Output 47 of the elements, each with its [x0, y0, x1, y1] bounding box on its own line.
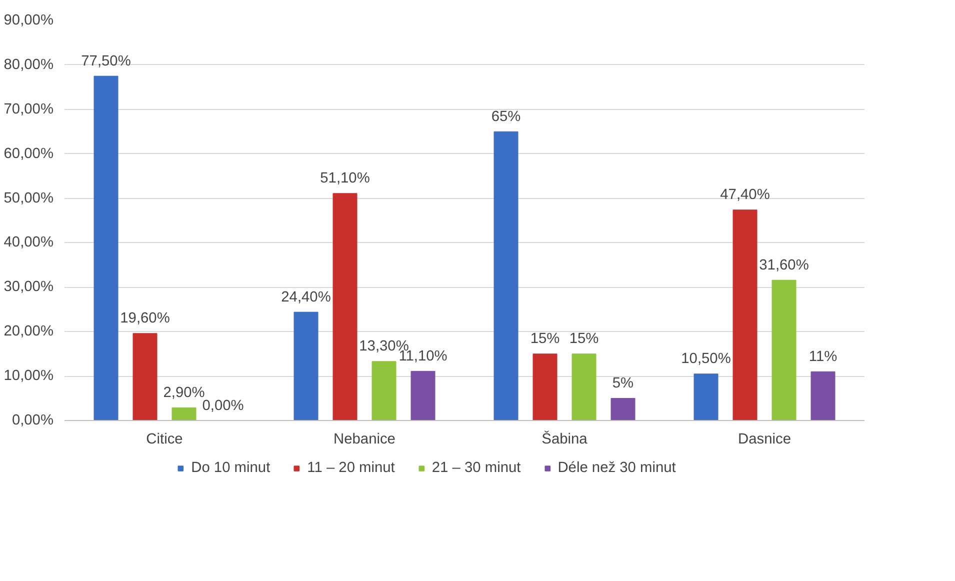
y-tick-label: 0,00% [12, 412, 54, 428]
legend-label: Do 10 minut [191, 460, 270, 476]
bar [294, 312, 318, 420]
y-tick-label: 60,00% [4, 146, 54, 162]
bar [172, 407, 196, 420]
data-label: 15% [569, 331, 599, 348]
data-label: 77,50% [81, 53, 131, 70]
y-tick-label: 30,00% [4, 279, 54, 296]
x-tick-label: Šabina [542, 430, 588, 448]
bar [372, 361, 396, 420]
data-label: 24,40% [281, 289, 331, 306]
bar [132, 333, 158, 420]
data-label: 19,60% [120, 310, 170, 327]
x-tick-label: Citice [146, 432, 183, 448]
bar [410, 370, 436, 420]
data-label: 15% [530, 331, 560, 348]
data-label: 51,10% [320, 170, 370, 187]
y-tick-label: 10,00% [4, 368, 54, 384]
data-label: 65% [491, 108, 521, 125]
bar [572, 354, 596, 420]
bar [610, 398, 636, 420]
data-label: 5% [612, 376, 634, 392]
legend-label: 11 – 20 minut [307, 460, 395, 476]
bar [810, 371, 836, 420]
bar [94, 76, 118, 420]
data-label: 10,50% [681, 351, 731, 368]
legend-label: 21 – 30 minut [432, 460, 521, 476]
y-tick-label: 90,00% [4, 12, 54, 28]
data-label: 0,00% [202, 398, 244, 414]
data-label: 47,40% [720, 187, 770, 204]
bar [772, 280, 796, 420]
data-label: 2,90% [163, 384, 205, 401]
y-tick-label: 20,00% [4, 324, 54, 340]
y-tick-label: 80,00% [4, 56, 54, 73]
bar [694, 374, 718, 420]
y-tick-label: 70,00% [4, 101, 54, 118]
data-label: 11% [808, 348, 838, 365]
data-label: 31,60% [759, 257, 809, 274]
bar [332, 193, 358, 420]
y-tick-label: 50,00% [4, 190, 54, 206]
y-tick-label: 40,00% [4, 234, 54, 251]
legend-label: Déle než 30 minut [558, 460, 676, 476]
x-tick-label: Nebanice [334, 432, 396, 448]
bar [494, 131, 518, 420]
x-tick-label: Dasnice [738, 432, 791, 448]
bar [532, 354, 558, 420]
bar [732, 210, 758, 420]
